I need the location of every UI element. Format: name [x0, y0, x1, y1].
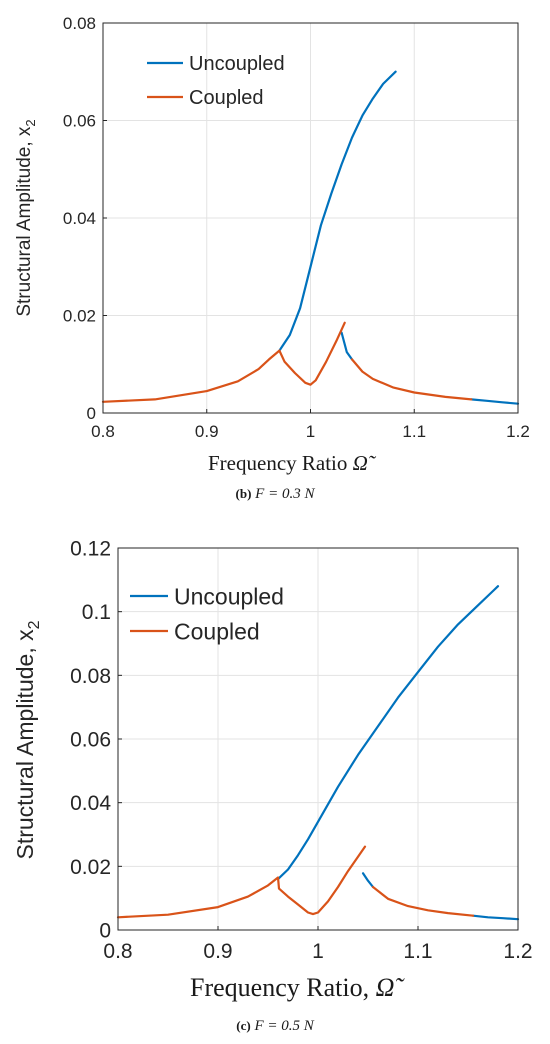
data-series: [116, 585, 520, 921]
x-tick-label: 1: [312, 940, 324, 963]
y-tick-label: 0.12: [70, 538, 111, 561]
x-tick-label: 0.9: [195, 422, 219, 441]
chart-panel-b: 0.8 0.9 1 1.1 1.2 0 0.02 0.04 0.06 0.08 Uncouple…: [14, 14, 530, 502]
y-axis-label-sub: 2: [26, 620, 43, 629]
x-axis-label-text: Frequency Ratio: [208, 451, 347, 475]
y-tick-label: 0.02: [70, 856, 111, 879]
caption-c-label: (c): [236, 1018, 250, 1033]
y-tick-label: 0.08: [63, 14, 96, 33]
x-tick-label: 0.9: [203, 940, 232, 963]
x-axis-label: Frequency Ratio Ω̃: [208, 451, 377, 475]
x-tick-labels: 0.8 0.9 1 1.1 1.2: [91, 409, 530, 441]
y-axis-label-text: Structural Amplitude, x: [14, 126, 35, 317]
x-tick-label: 1.1: [402, 422, 426, 441]
series-line-coupled: [350, 358, 473, 401]
y-tick-label: 0.02: [63, 307, 96, 326]
series-line-uncoupled: [278, 70, 397, 352]
legend: Uncoupled Coupled: [147, 53, 285, 109]
y-tick-labels: 0 0.02 0.04 0.06 0.08 0.1 0.12: [70, 538, 122, 943]
omega-symbol: Ω̃: [376, 973, 406, 1002]
y-axis-label-text: Structural Amplitude, x: [12, 629, 38, 860]
y-tick-label: 0: [99, 920, 111, 943]
series-line-uncoupled: [471, 914, 520, 921]
chart-panel-c: 0.8 0.9 1 1.1 1.2 0 0.02 0.04 0.06 0.08 0.1 0.12 U…: [12, 538, 533, 1034]
caption-c: (c) F = 0.5 N: [236, 1018, 314, 1034]
series-line-coupled: [371, 885, 475, 917]
caption-b-label: (b): [236, 486, 252, 501]
y-tick-label: 0.04: [63, 209, 96, 228]
series-line-coupled: [101, 321, 346, 403]
x-axis-label-text: Frequency Ratio,: [190, 973, 369, 1002]
x-axis-label: Frequency Ratio, Ω̃: [190, 973, 405, 1002]
series-line-coupled: [116, 845, 367, 919]
x-tick-label: 1.1: [403, 940, 432, 963]
series-line-uncoupled: [361, 872, 375, 889]
y-axis-label: Structural Amplitude, x2: [14, 119, 38, 316]
legend-label-uncoupled: Uncoupled: [174, 583, 284, 609]
x-tick-label: 0.8: [91, 422, 115, 441]
x-tick-label: 1.2: [503, 940, 532, 963]
y-tick-label: 0.1: [82, 601, 111, 624]
omega-symbol: Ω̃: [353, 451, 377, 475]
legend-label-coupled: Coupled: [174, 618, 260, 644]
y-tick-label: 0.06: [70, 729, 111, 752]
y-tick-labels: 0 0.02 0.04 0.06 0.08: [63, 14, 107, 423]
legend-label-uncoupled: Uncoupled: [189, 53, 285, 75]
caption-b-text: F = 0.3 N: [254, 486, 315, 502]
legend: Uncoupled Coupled: [130, 583, 284, 644]
caption-b: (b) F = 0.3 N: [236, 486, 316, 502]
y-tick-label: 0.06: [63, 112, 96, 131]
x-tick-labels: 0.8 0.9 1 1.1 1.2: [103, 926, 533, 963]
y-axis-label-sub: 2: [23, 119, 38, 126]
grid-lines: [102, 22, 519, 414]
x-tick-label: 1: [306, 422, 315, 441]
legend-label-coupled: Coupled: [189, 87, 264, 109]
x-tick-label: 0.8: [103, 940, 132, 963]
series-line-uncoupled: [276, 585, 500, 881]
y-tick-label: 0.04: [70, 792, 111, 815]
series-line-uncoupled: [340, 331, 354, 361]
x-tick-label: 1.2: [506, 422, 530, 441]
series-line-uncoupled: [470, 398, 520, 405]
y-axis-label: Structural Amplitude, x2: [12, 620, 43, 859]
y-tick-label: 0.08: [70, 665, 111, 688]
caption-c-text: F = 0.5 N: [253, 1018, 314, 1034]
data-series: [101, 70, 520, 405]
y-tick-label: 0: [87, 404, 96, 423]
